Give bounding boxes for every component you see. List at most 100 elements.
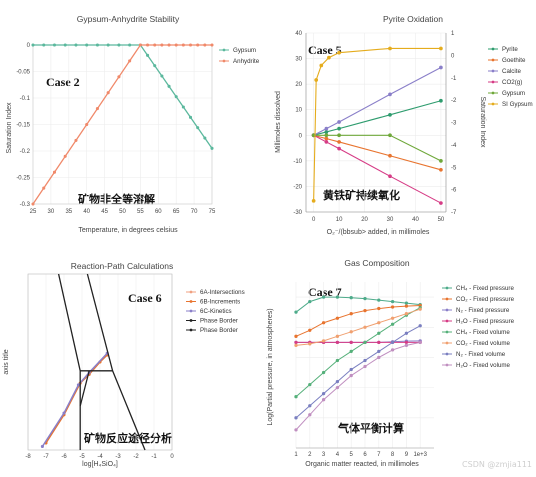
chart-title: Gas Composition xyxy=(344,258,409,268)
data-point xyxy=(85,43,89,47)
legend-entry: 6B-Increments xyxy=(200,299,240,306)
legend-entry: CO2(g) xyxy=(502,79,522,86)
series-line xyxy=(295,341,421,431)
data-point xyxy=(40,444,44,449)
cn-annotation: 气体平衡计算 xyxy=(337,421,404,435)
data-point xyxy=(160,43,164,47)
legend-marker xyxy=(445,330,449,334)
case-label: Case 2 xyxy=(46,75,80,89)
y-tick-label: 10 xyxy=(295,108,302,114)
data-point xyxy=(321,321,326,325)
x-tick-label: 40 xyxy=(83,209,90,215)
data-point xyxy=(324,136,329,141)
data-point xyxy=(311,198,316,203)
legend-marker xyxy=(445,319,449,323)
y-tick-label: -0.2 xyxy=(20,149,31,155)
series-line xyxy=(313,100,442,136)
plot-area: 25 30 35 40 45 50 55 60 65 70 75 0 -0.05 -0.1 -0.15 -0.… xyxy=(16,43,216,215)
legend-entry: Phase Border xyxy=(200,318,238,325)
data-point xyxy=(106,91,110,95)
x-tick-label: 50 xyxy=(119,209,126,215)
data-point xyxy=(335,358,340,363)
x-tick-label: 60 xyxy=(155,209,162,215)
data-point xyxy=(349,312,353,316)
data-point xyxy=(167,84,171,88)
data-point xyxy=(294,310,298,314)
legend-marker xyxy=(491,69,495,73)
x-tick-label: 70 xyxy=(191,209,198,215)
data-point xyxy=(321,339,326,343)
legend-entry: CO₂ - Fixed pressure xyxy=(456,296,515,303)
data-point xyxy=(117,43,121,47)
data-point xyxy=(42,43,46,47)
data-point xyxy=(174,43,178,47)
data-point xyxy=(128,43,132,47)
case-label: Case 5 xyxy=(308,43,342,57)
x-tick-label: 5 xyxy=(350,452,354,458)
data-point xyxy=(52,43,57,47)
data-point xyxy=(188,115,193,119)
panel-gas-composition: Gas Composition Organic matter reacted, … xyxy=(262,252,536,472)
x-tick-label: -1 xyxy=(151,454,157,460)
data-point xyxy=(210,43,214,47)
data-point xyxy=(439,98,443,103)
x-tick-label: 50 xyxy=(438,217,445,223)
data-point xyxy=(439,159,443,163)
data-point xyxy=(174,95,178,99)
data-point xyxy=(76,383,80,387)
data-point xyxy=(377,355,381,360)
data-point xyxy=(63,43,67,47)
data-point xyxy=(52,170,57,174)
series-line xyxy=(295,325,421,419)
chart-pyrite-oxidation: Pyrite Oxidation O₂⁻/(bbsub> added, in m… xyxy=(275,14,533,236)
data-point xyxy=(31,43,35,47)
y2-tick-label: -4 xyxy=(451,143,457,149)
data-point xyxy=(181,105,185,109)
data-point xyxy=(349,296,353,300)
data-point xyxy=(203,136,207,140)
data-point xyxy=(31,202,35,206)
data-point xyxy=(324,133,329,138)
data-point xyxy=(388,46,392,51)
data-point xyxy=(85,122,89,127)
data-point xyxy=(210,146,214,150)
data-point xyxy=(294,340,298,345)
x-tick-label: 40 xyxy=(412,217,419,223)
legend-entry: 6C-Kinetics xyxy=(200,308,232,315)
legend-entry: Gypsum xyxy=(502,90,525,97)
legend-marker xyxy=(445,352,449,356)
panel-reaction-path: Reaction-Path Calculations log[H₄SiO₄] a… xyxy=(0,252,262,472)
data-point xyxy=(294,343,298,348)
panel-gypsum-anhydrite: Gypsum-Anhydrite Stability Temperature, … xyxy=(0,0,262,240)
plot-area: 1 2 3 4 5 6 7 8 9 1e+3 xyxy=(294,282,434,458)
legend-entry: N₂ - Fixed pressure xyxy=(456,307,510,314)
data-point xyxy=(308,342,312,346)
cn-annotation: 矿物反应途径分析 xyxy=(84,431,172,445)
data-point xyxy=(294,334,298,338)
data-point xyxy=(62,411,66,415)
x-tick-label: 45 xyxy=(101,209,108,215)
legend-marker xyxy=(445,308,449,312)
y-axis-label: Saturation Index xyxy=(6,102,13,153)
legend-entry: Goethite xyxy=(502,57,526,64)
data-point xyxy=(388,153,392,158)
data-point xyxy=(439,167,443,172)
legend-entry: CH₄ - Fixed pressure xyxy=(456,285,514,292)
data-point xyxy=(404,331,409,335)
series-line xyxy=(295,308,421,346)
data-point xyxy=(390,340,395,345)
data-point xyxy=(337,120,341,124)
plot-area: 0 10 20 30 40 50403020100-10-20-3010-1-2-3-4-… xyxy=(293,31,457,223)
chart-gypsum-anhydrite: Gypsum-Anhydrite Stability Temperature, … xyxy=(6,14,260,234)
legend-marker xyxy=(491,47,495,51)
case-label: Case 7 xyxy=(308,285,342,299)
y-tick-label: 20 xyxy=(295,82,302,88)
legend-marker xyxy=(491,102,495,106)
series-line xyxy=(79,370,90,407)
y-tick-label: -30 xyxy=(293,210,302,216)
chart-title: Reaction-Path Calculations xyxy=(71,261,174,271)
data-point xyxy=(106,43,110,47)
y-tick-label: -20 xyxy=(293,184,302,190)
case-label: Case 6 xyxy=(128,291,162,305)
x-tick-label: -3 xyxy=(115,454,121,460)
